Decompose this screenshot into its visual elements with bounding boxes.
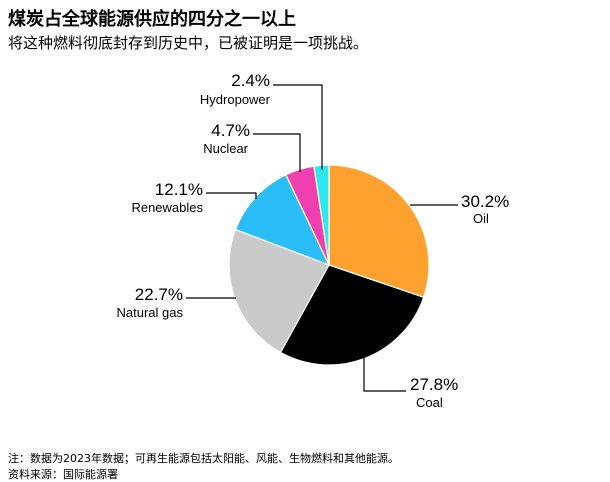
slice-percent-hydropower: 2.4% <box>231 71 270 90</box>
slice-label-nuclear: Nuclear <box>203 141 248 156</box>
slice-percent-coal: 27.8% <box>410 375 458 394</box>
footnote: 注：数据为2023年数据；可再生能源包括太阳能、风能、生物燃料和其他能源。 <box>8 452 399 465</box>
slice-label-hydropower: Hydropower <box>200 92 271 107</box>
source-note: 资料来源：国际能源署 <box>8 468 118 481</box>
chart-title: 煤炭占全球能源供应的四分之一以上 <box>8 9 296 30</box>
leader-line-renewables <box>206 192 257 199</box>
slice-label-natural-gas: Natural gas <box>117 305 184 320</box>
pie-slices <box>228 164 430 366</box>
chart-subtitle: 将这种燃料彻底封存到历史中，已被证明是一项挑战。 <box>8 34 369 52</box>
leader-line-nuclear <box>253 133 301 172</box>
leader-line-hydropower <box>273 84 323 170</box>
pie-slice-natural-gas <box>228 228 330 354</box>
leader-line-coal <box>363 345 406 392</box>
slice-label-oil: Oil <box>473 211 489 226</box>
slice-percent-oil: 30.2% <box>461 192 509 211</box>
slice-percent-renewables: 12.1% <box>155 180 203 199</box>
pie-slice-oil <box>328 164 430 299</box>
slice-label-coal: Coal <box>416 395 443 410</box>
leader-lines <box>186 84 458 392</box>
pie-slice-coal <box>279 264 425 366</box>
slice-percent-nuclear: 4.7% <box>211 121 250 140</box>
slice-label-renewables: Renewables <box>131 200 203 215</box>
slice-percent-natural-gas: 22.7% <box>135 285 183 304</box>
